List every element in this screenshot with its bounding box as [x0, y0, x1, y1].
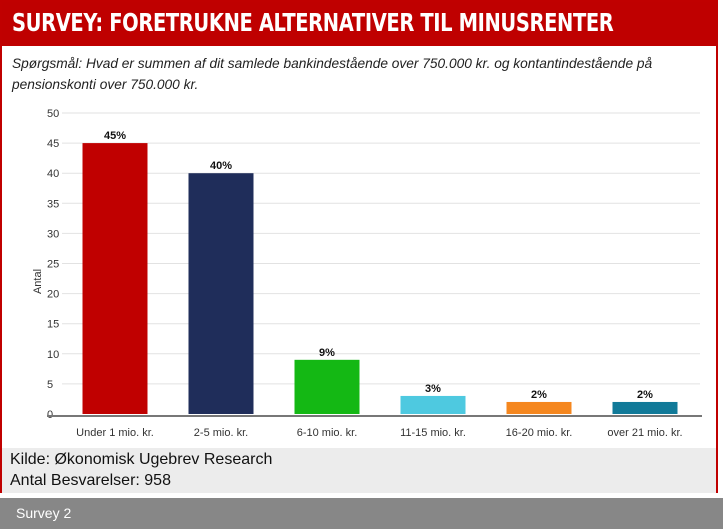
y-tick-label: 10 — [47, 349, 59, 361]
y-tick-label: 45 — [47, 138, 59, 150]
source-footer: Kilde: Økonomisk Ugebrev Research Antal … — [2, 448, 716, 493]
bar — [188, 173, 254, 414]
caption-bar: Survey 2 — [0, 498, 723, 529]
chart-title: SURVEY: FORETRUKNE ALTERNATIVER TIL MINU… — [12, 8, 614, 37]
title-bar: SURVEY: FORETRUKNE ALTERNATIVER TIL MINU… — [2, 2, 716, 46]
caption-text: Survey 2 — [16, 505, 72, 521]
bar — [506, 401, 572, 414]
y-tick-label: 30 — [47, 228, 59, 240]
y-tick-label: 50 — [47, 108, 59, 120]
bar — [82, 143, 148, 414]
data-label: 3% — [425, 383, 441, 395]
x-tick-label: 2-5 mio. kr. — [194, 427, 248, 439]
bar — [612, 401, 678, 414]
x-tick-label: over 21 mio. kr. — [607, 427, 682, 439]
data-label: 2% — [637, 389, 653, 401]
y-tick-label: 35 — [47, 198, 59, 210]
bar — [294, 359, 360, 414]
responses-count: Antal Besvarelser: 958 — [10, 472, 171, 489]
data-label: 40% — [210, 160, 232, 172]
y-axis-label: Antal — [32, 269, 44, 294]
x-tick-label: Under 1 mio. kr. — [76, 427, 154, 439]
x-tick-label: 11-15 mio. kr. — [400, 427, 466, 439]
x-tick-label: 16-20 mio. kr. — [506, 427, 573, 439]
bar-chart: 05101520253035404550Antal45%Under 1 mio.… — [32, 108, 702, 439]
y-tick-label: 15 — [47, 319, 59, 331]
survey-question: Spørgsmål: Hvad er summen af dit samlede… — [12, 55, 653, 92]
infographic-frame: SURVEY: FORETRUKNE ALTERNATIVER TIL MINU… — [0, 0, 718, 493]
x-tick-label: 6-10 mio. kr. — [297, 427, 358, 439]
y-tick-label: 40 — [47, 168, 59, 180]
source-text: Kilde: Økonomisk Ugebrev Research — [10, 451, 273, 468]
data-label: 45% — [104, 130, 126, 142]
bar — [400, 395, 466, 414]
data-label: 9% — [319, 347, 335, 359]
y-tick-label: 20 — [47, 289, 59, 301]
y-tick-label: 5 — [47, 379, 53, 391]
data-label: 2% — [531, 389, 547, 401]
y-tick-label: 25 — [47, 259, 59, 271]
